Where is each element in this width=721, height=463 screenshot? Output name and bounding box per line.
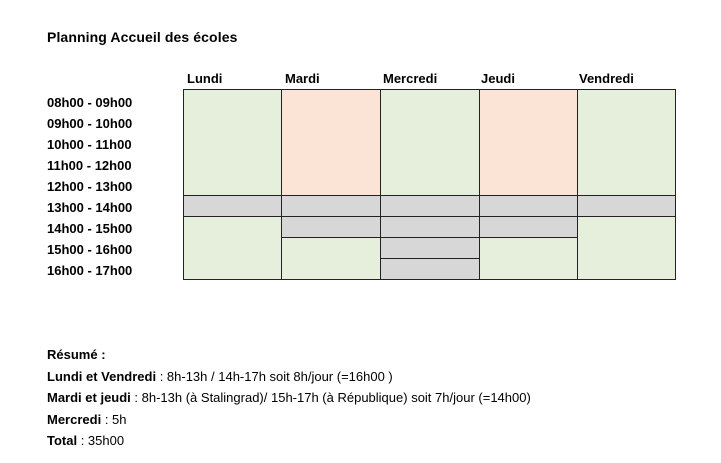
time-slot-label: 12h00 - 13h00 bbox=[47, 179, 133, 194]
time-slot-label: 09h00 - 10h00 bbox=[47, 116, 133, 131]
time-slot-label: 10h00 - 11h00 bbox=[47, 137, 132, 152]
jeudi-break-block-2 bbox=[479, 216, 578, 238]
time-slot-label: 15h00 - 16h00 bbox=[47, 242, 133, 257]
day-header-mercredi: Mercredi bbox=[383, 71, 438, 86]
vendredi-morning-block bbox=[577, 89, 676, 196]
time-slot-label: 13h00 - 14h00 bbox=[47, 200, 133, 215]
time-slot-label: 14h00 - 15h00 bbox=[47, 221, 133, 236]
vendredi-lunch-block bbox=[577, 195, 676, 217]
mardi-break-block-2 bbox=[281, 216, 381, 238]
mercredi-off-block-1 bbox=[380, 195, 480, 217]
day-header-row: Lundi Mardi Mercredi Jeudi Vendredi bbox=[0, 71, 721, 89]
mercredi-morning-block bbox=[380, 89, 480, 196]
summary-section: Résumé : Lundi et Vendredi : 8h-13h / 14… bbox=[47, 344, 531, 452]
summary-total: Total : 35h00 bbox=[47, 433, 125, 448]
summary-mercredi: Mercredi : 5h bbox=[47, 411, 127, 427]
lundi-afternoon-block bbox=[183, 216, 282, 280]
mercredi-off-block-2 bbox=[380, 216, 480, 238]
summary-mardi-jeudi: Mardi et jeudi : 8h-13h (à Stalingrad)/ … bbox=[47, 390, 531, 405]
jeudi-afternoon-block bbox=[479, 237, 578, 280]
mardi-break-block-1 bbox=[281, 195, 381, 217]
time-slot-label: 16h00 - 17h00 bbox=[47, 263, 133, 278]
vendredi-afternoon-block bbox=[577, 216, 676, 280]
mardi-afternoon-block bbox=[281, 237, 381, 280]
summary-heading: Résumé : bbox=[47, 347, 106, 362]
page-title: Planning Accueil des écoles bbox=[47, 29, 238, 45]
time-slot-label: 08h00 - 09h00 bbox=[47, 95, 133, 110]
summary-lundi-vendredi: Lundi et Vendredi : 8h-13h / 14h-17h soi… bbox=[47, 368, 393, 384]
lundi-lunch-block bbox=[183, 195, 282, 217]
lundi-morning-block bbox=[183, 89, 282, 196]
day-header-mardi: Mardi bbox=[285, 71, 320, 86]
time-slot-label: 11h00 - 12h00 bbox=[47, 158, 132, 173]
jeudi-morning-block bbox=[479, 89, 578, 196]
mercredi-off-block-3 bbox=[380, 237, 480, 259]
mercredi-off-block-4 bbox=[380, 258, 480, 280]
day-header-vendredi: Vendredi bbox=[579, 71, 634, 86]
jeudi-break-block-1 bbox=[479, 195, 578, 217]
day-header-lundi: Lundi bbox=[187, 71, 223, 86]
time-slot-column: 08h00 - 09h00 09h00 - 10h00 10h00 - 11h0… bbox=[47, 92, 132, 281]
day-header-jeudi: Jeudi bbox=[481, 71, 515, 86]
mardi-morning-block bbox=[281, 89, 381, 196]
